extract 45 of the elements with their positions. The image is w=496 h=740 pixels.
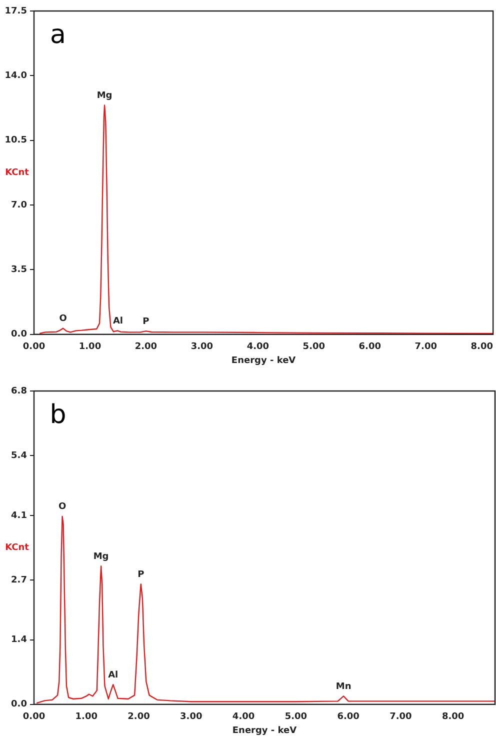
y-tick-label: 0.0 xyxy=(11,700,27,710)
y-tick-label: 14.0 xyxy=(4,71,27,82)
y-tick-label: 5.4 xyxy=(11,450,27,461)
x-tick-label: 2.00 xyxy=(134,342,158,352)
x-tick-label: 2.00 xyxy=(128,712,150,722)
annotation: P xyxy=(142,316,150,327)
annotation: P xyxy=(138,570,145,580)
x-tick-label: 8.00 xyxy=(470,342,493,352)
annotation: Mg xyxy=(96,91,112,102)
y-tick-label: 7.0 xyxy=(11,200,27,210)
x-tick-label: 0.00 xyxy=(22,712,46,722)
x-tick-label: 1.00 xyxy=(78,342,102,352)
x-tick-label: 6.00 xyxy=(358,342,382,352)
x-tick-label: 0.00 xyxy=(22,342,46,352)
x-tick-label: 4.00 xyxy=(232,712,255,722)
x-tick-label: 3.00 xyxy=(190,342,214,352)
y-axis-title: KCnt xyxy=(5,543,30,554)
x-axis-title: Energy - keV xyxy=(231,356,296,366)
x-tick-label: 5.00 xyxy=(284,712,308,722)
y-tick-label: 6.8 xyxy=(11,386,27,396)
annotation: Al xyxy=(108,670,118,680)
annotation: Mg xyxy=(93,552,109,562)
x-tick-label: 7.00 xyxy=(390,712,412,722)
annotation: b xyxy=(50,400,66,430)
x-tick-label: 5.00 xyxy=(302,342,326,352)
y-tick-label: 2.7 xyxy=(11,575,27,586)
y-tick-label: 3.5 xyxy=(11,265,27,276)
annotation: a xyxy=(50,20,66,50)
x-tick-label: 4.00 xyxy=(246,342,270,352)
y-tick-label: 10.5 xyxy=(4,136,27,146)
annotation: Mn xyxy=(336,682,352,692)
y-axis-title: KCnt xyxy=(5,168,30,178)
annotation: Al xyxy=(112,316,124,327)
y-tick-label: 0.0 xyxy=(11,330,27,340)
x-tick-label: 8.00 xyxy=(442,712,464,722)
x-tick-label: 7.00 xyxy=(414,342,437,352)
x-tick-label: 1.00 xyxy=(75,712,98,722)
y-tick-label: 4.1 xyxy=(11,510,27,521)
x-tick-label: 3.00 xyxy=(180,712,202,722)
annotation: O xyxy=(59,314,68,324)
x-tick-label: 6.00 xyxy=(337,712,360,722)
y-tick-label: 1.4 xyxy=(11,635,27,646)
x-axis-title: Energy - keV xyxy=(232,726,297,736)
annotation: O xyxy=(58,502,66,512)
y-tick-label: 17.5 xyxy=(4,6,27,16)
